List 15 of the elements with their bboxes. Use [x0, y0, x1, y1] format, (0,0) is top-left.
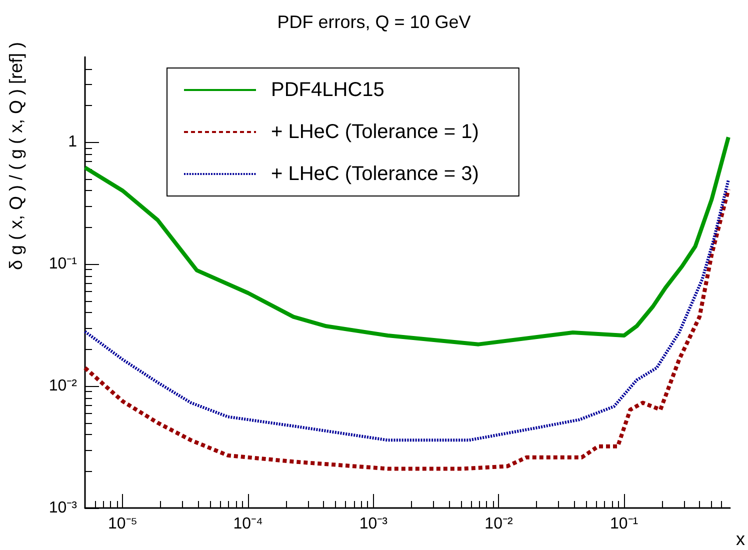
x-tick-label: 10⁻⁴ [233, 516, 264, 532]
legend-label: PDF4LHC15 [271, 79, 384, 101]
x-tick-label: 10⁻¹ [610, 516, 638, 532]
y-tick-label: 10⁻² [48, 378, 78, 395]
y-axis-title: δ g ( x, Q ) / ( g ( x, Q ) [ref] ) [6, 42, 26, 270]
y-tick-label: 10⁻¹ [48, 256, 77, 273]
y-tick-label: 1 [68, 134, 78, 151]
legend-label: + LHeC (Tolerance = 3) [271, 163, 479, 185]
x-tick-label: 10⁻² [484, 516, 514, 532]
y-tick-label: 10⁻³ [48, 500, 78, 516]
chart-title: PDF errors, Q = 10 GeV [277, 12, 471, 32]
x-tick-label: 10⁻³ [359, 516, 388, 532]
legend-label: + LHeC (Tolerance = 1) [271, 121, 479, 143]
x-tick-label: 10⁻⁵ [108, 516, 138, 532]
x-axis-title: x [736, 529, 745, 549]
